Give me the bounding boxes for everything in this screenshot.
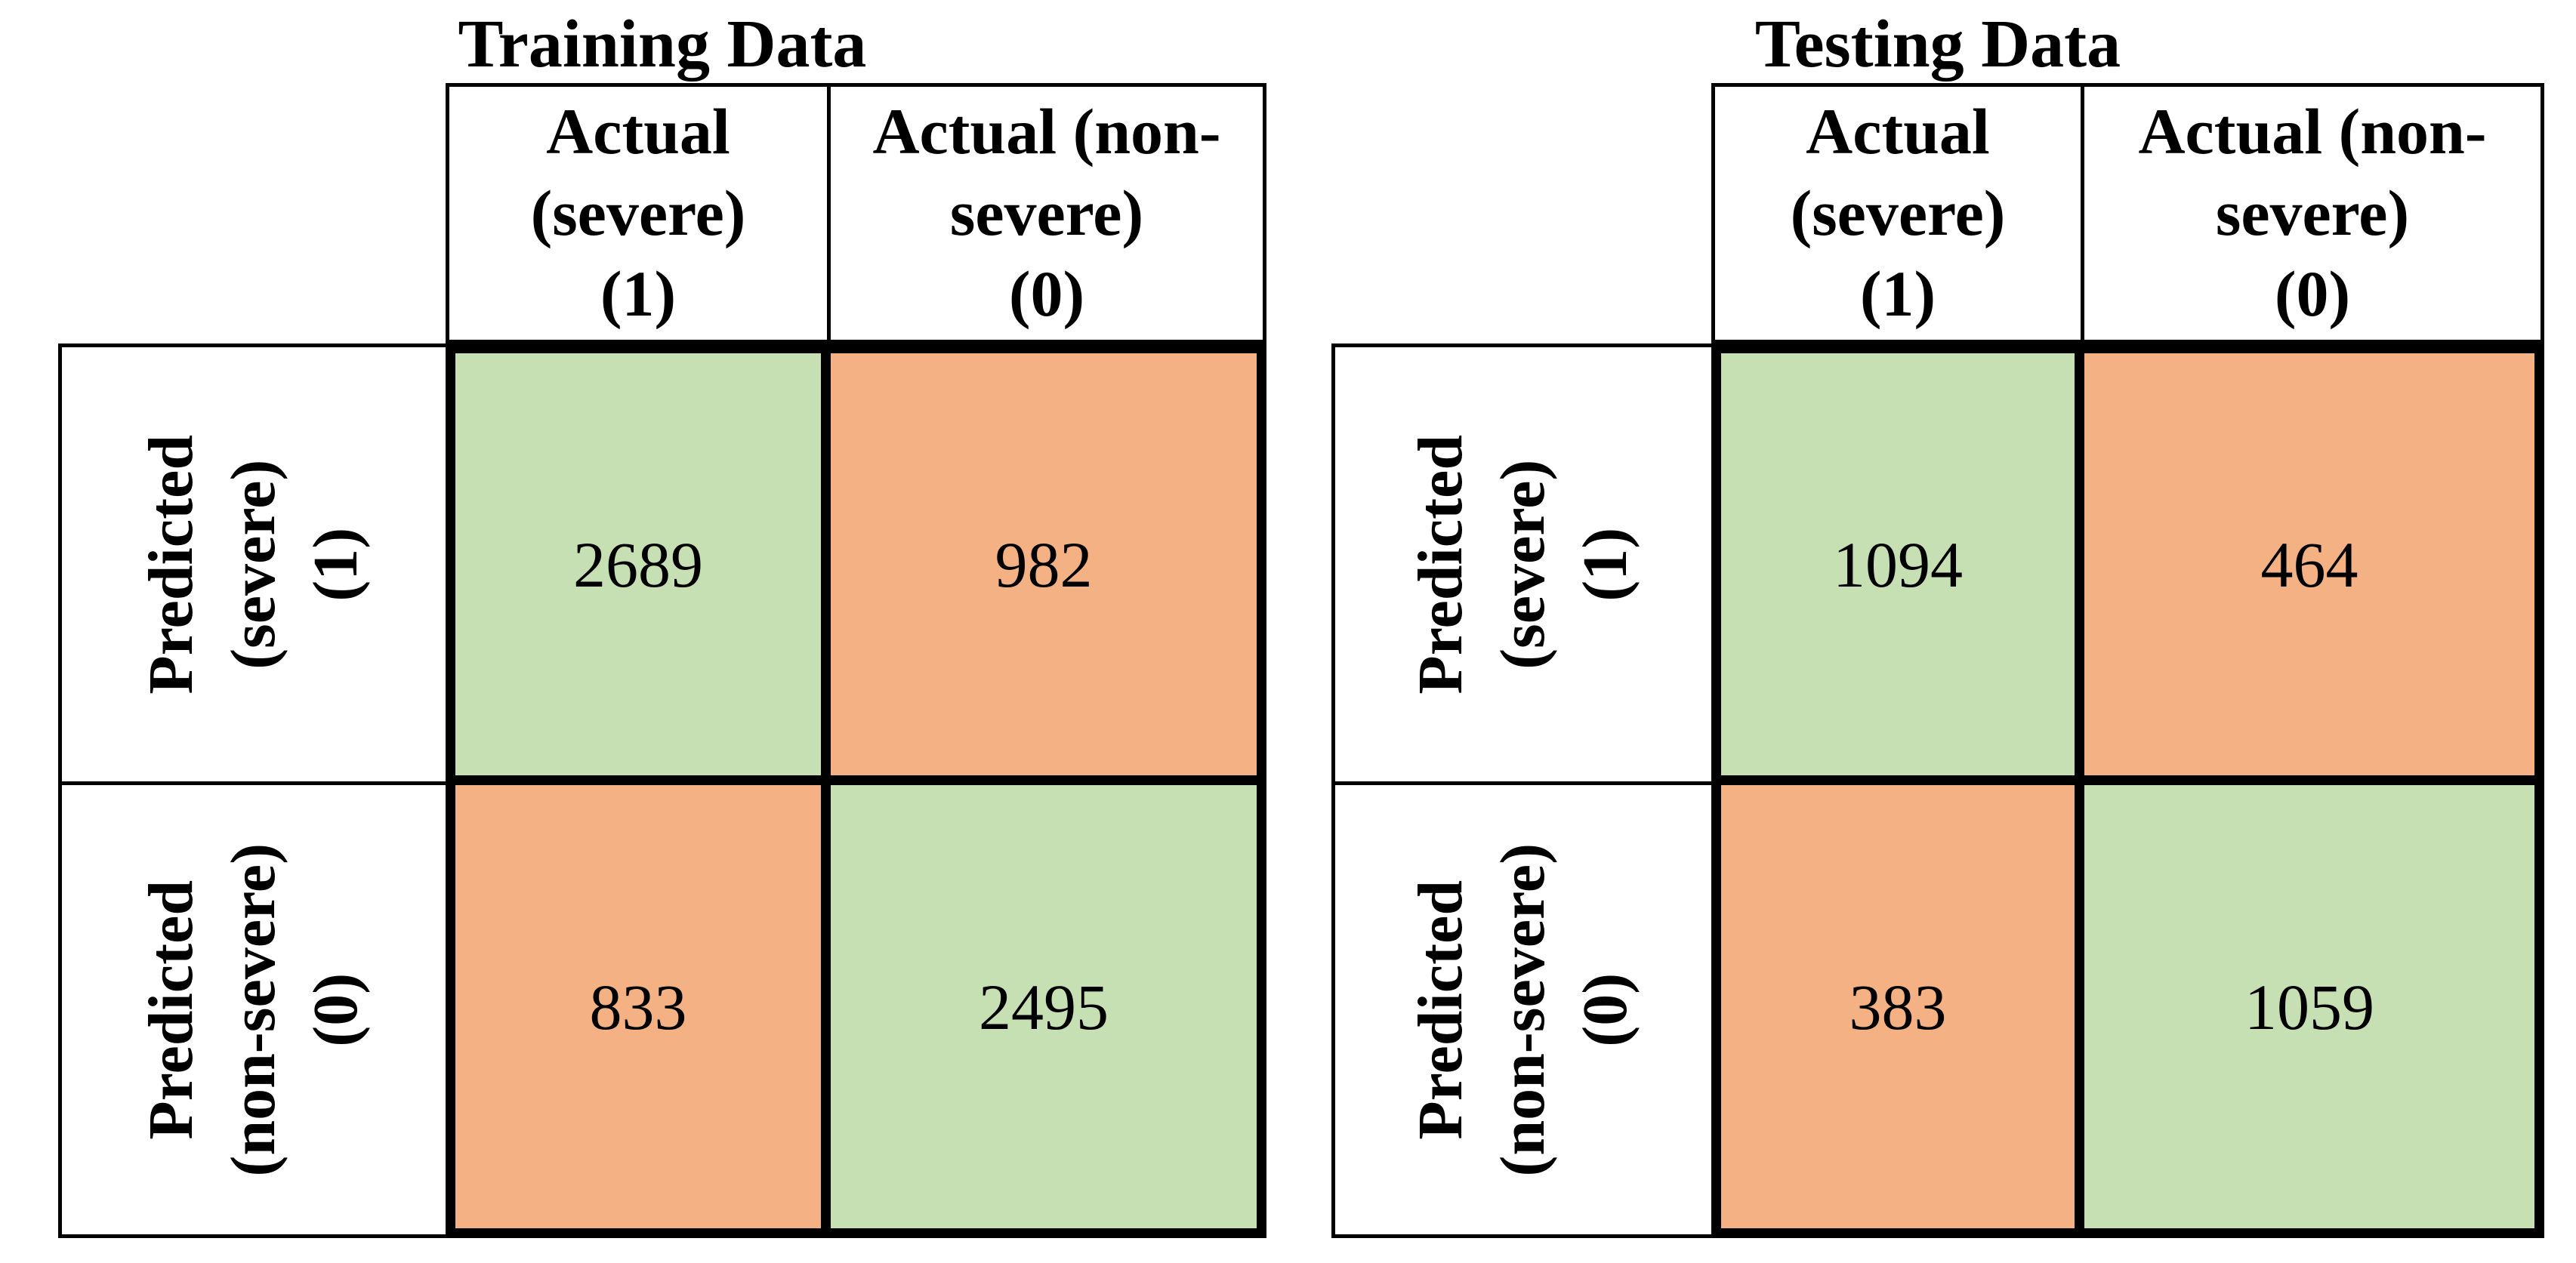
row-header-line: Predicted	[136, 879, 207, 1140]
col-header-line: Actual (non-	[2138, 95, 2487, 168]
cell-value: 833	[589, 970, 687, 1043]
col-header-line: Actual	[1806, 95, 1990, 168]
row-header-line: Predicted	[136, 434, 207, 695]
row-header-line: (0)	[1570, 972, 1641, 1047]
row-header-line: (non-severe)	[1488, 843, 1559, 1177]
testing-cell-true-negative: 1059	[2084, 785, 2544, 1238]
col-header-line: severe)	[2215, 176, 2410, 249]
cell-value: 464	[2260, 528, 2359, 601]
col-header-line: Actual	[546, 95, 730, 168]
testing-cell-false-positive: 464	[2084, 343, 2544, 785]
row-header-line: (1)	[301, 527, 372, 602]
training-cell-false-negative: 833	[446, 785, 831, 1238]
training-cell-true-positive: 2689	[446, 343, 831, 785]
cell-value: 1059	[2244, 970, 2374, 1043]
row-header-line: (0)	[301, 972, 372, 1047]
training-grid: Actual (severe) (1) Actual (non- severe)…	[58, 83, 1266, 1238]
col-header-line: (severe)	[530, 176, 746, 249]
corner-spacer	[1331, 83, 1711, 343]
row-header-predicted-severe: Predicted (severe) (1)	[1331, 343, 1711, 785]
row-header-line: (severe)	[1488, 459, 1559, 670]
cell-value: 2689	[573, 528, 703, 601]
col-header-line: (1)	[1859, 257, 1936, 331]
col-header-line: Actual (non-	[872, 95, 1221, 168]
row-header-predicted-nonsevere: Predicted (non-severe) (0)	[1331, 785, 1711, 1238]
confusion-matrix-training: Training Data Actual (severe) (1) Actual…	[58, 0, 1266, 1238]
testing-grid: Actual (severe) (1) Actual (non- severe)…	[1331, 83, 2544, 1238]
col-header-actual-severe: Actual (severe) (1)	[446, 83, 831, 343]
col-header-actual-nonsevere: Actual (non- severe) (0)	[2084, 83, 2544, 343]
col-header-line: severe)	[949, 176, 1144, 249]
row-header-line: (1)	[1570, 527, 1641, 602]
col-header-line: (0)	[2274, 257, 2351, 331]
testing-title: Testing Data	[1754, 7, 2121, 82]
cell-value: 982	[995, 528, 1093, 601]
cell-value: 2495	[979, 970, 1109, 1043]
col-header-actual-nonsevere: Actual (non- severe) (0)	[831, 83, 1266, 343]
row-header-line: (severe)	[218, 459, 289, 670]
row-header-predicted-severe: Predicted (severe) (1)	[58, 343, 446, 785]
training-cell-false-positive: 982	[831, 343, 1266, 785]
cell-value: 1094	[1833, 528, 1963, 601]
training-title: Training Data	[458, 7, 867, 82]
col-header-line: (severe)	[1790, 176, 2006, 249]
confusion-matrix-testing: Testing Data Actual (severe) (1) Actual …	[1331, 0, 2544, 1238]
row-header-line: Predicted	[1405, 879, 1476, 1140]
corner-spacer	[58, 83, 446, 343]
testing-cell-true-positive: 1094	[1711, 343, 2084, 785]
row-header-line: Predicted	[1405, 434, 1476, 695]
col-header-actual-severe: Actual (severe) (1)	[1711, 83, 2084, 343]
col-header-line: (1)	[600, 257, 677, 331]
cell-value: 383	[1849, 970, 1947, 1043]
row-header-line: (non-severe)	[218, 843, 289, 1177]
testing-cell-false-negative: 383	[1711, 785, 2084, 1238]
row-header-predicted-nonsevere: Predicted (non-severe) (0)	[58, 785, 446, 1238]
training-cell-true-negative: 2495	[831, 785, 1266, 1238]
col-header-line: (0)	[1008, 257, 1085, 331]
